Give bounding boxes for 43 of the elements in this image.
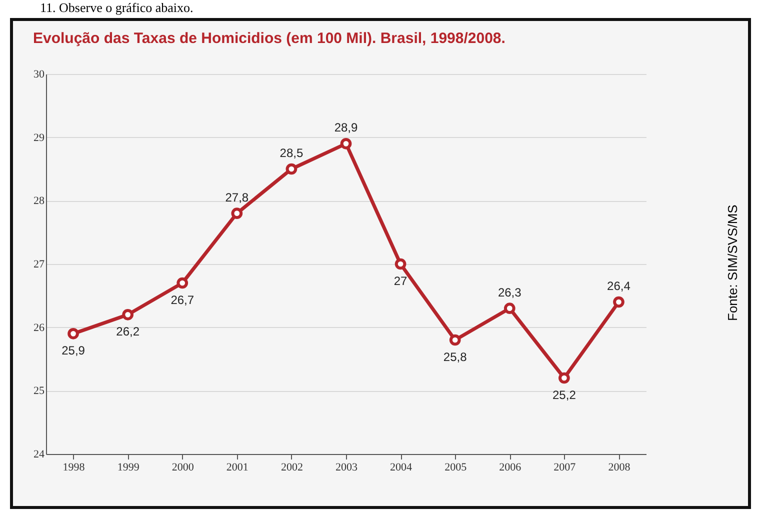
point bbox=[504, 302, 516, 314]
data-label: 26,7 bbox=[170, 293, 194, 307]
point bbox=[449, 334, 461, 346]
point bbox=[68, 328, 79, 340]
data-label: 26,4 bbox=[607, 279, 631, 293]
point bbox=[340, 138, 352, 150]
point bbox=[286, 163, 298, 175]
x-tick-label: 1998 bbox=[62, 462, 86, 474]
data-label: 26,3 bbox=[498, 285, 522, 300]
x-tick-label: 2006 bbox=[499, 462, 522, 474]
x-tick-label: 2001 bbox=[226, 462, 248, 474]
x-tick-label: 2002 bbox=[280, 462, 303, 474]
y-tick-label: 27 bbox=[34, 258, 45, 270]
chart-title: Evolução das Taxas de Homicidios (em 100 Mil). Brasil, 1998/2008. bbox=[33, 30, 506, 47]
y-tick-label: 28 bbox=[34, 195, 45, 208]
point bbox=[176, 277, 188, 289]
x-tick-label: 2005 bbox=[444, 462, 468, 474]
data-label: 25,8 bbox=[443, 350, 468, 364]
source-note: Fonte: SIM/SVS/MS bbox=[725, 204, 740, 321]
x-tick-label: 2008 bbox=[608, 462, 631, 474]
data-label: 26,2 bbox=[116, 324, 140, 339]
data-label: 27 bbox=[394, 274, 408, 288]
y-tick-label: 29 bbox=[34, 132, 45, 144]
x-tick-label: 2000 bbox=[172, 462, 194, 474]
text: 11. Observe o gráfico abaixo. bbox=[40, 0, 194, 16]
data-label: 25,2 bbox=[552, 388, 576, 402]
data-label: 28,5 bbox=[280, 146, 304, 160]
point bbox=[558, 372, 570, 384]
y-tick-label: 30 bbox=[34, 68, 45, 80]
y-tick-label: 26 bbox=[34, 322, 45, 334]
x-tick-label: 2004 bbox=[390, 462, 413, 474]
x-tick-label: 1999 bbox=[117, 462, 140, 474]
x-tick-label: 2007 bbox=[554, 462, 576, 474]
y-tick-label: 24 bbox=[34, 448, 45, 460]
data-label: 28,9 bbox=[334, 120, 358, 135]
x-tick-label: 2003 bbox=[336, 462, 358, 474]
point bbox=[394, 258, 406, 270]
data-label: 27,8 bbox=[225, 190, 249, 204]
y-tick-label: 25 bbox=[34, 385, 45, 398]
point bbox=[231, 208, 243, 220]
point bbox=[613, 296, 624, 308]
point bbox=[122, 308, 134, 320]
data-label: 25,9 bbox=[62, 344, 86, 358]
